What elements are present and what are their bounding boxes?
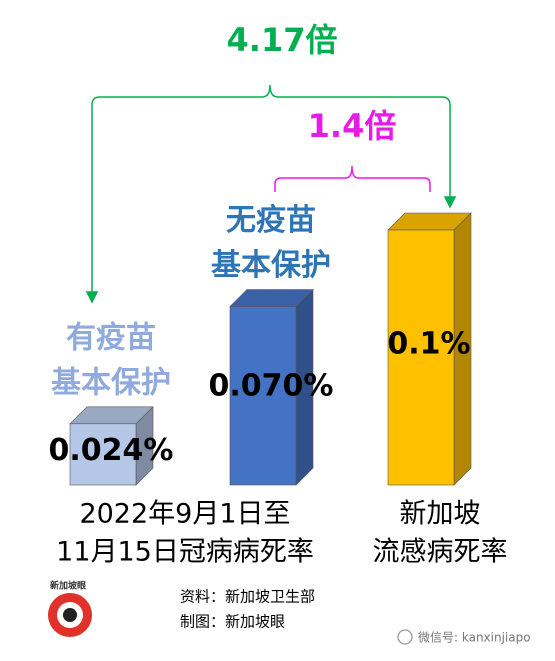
ratio-bracket [85, 84, 457, 304]
value-label: 0.070% [209, 368, 334, 403]
group-label: 2022年9月1日至 [79, 499, 290, 530]
source: 制图：新加坡眼 [180, 613, 285, 631]
bar [387, 229, 455, 486]
group-label: 新加坡 [400, 499, 481, 530]
annotation: 4.17倍 [227, 21, 338, 59]
bracket-line [91, 84, 451, 298]
group-label: 流感病死率 [373, 537, 508, 568]
wechat-icon [397, 629, 413, 645]
logo-text: 新加坡眼 [50, 580, 86, 592]
annotation: 1.4倍 [308, 107, 397, 145]
logo-pupil [63, 608, 77, 622]
bar [229, 306, 297, 486]
source: 资料：新加坡卫生部 [180, 588, 315, 606]
watermark: 微信号: kanxinjiapo [397, 629, 531, 645]
value-label: 0.024% [49, 433, 174, 468]
value-label: 0.1% [387, 326, 470, 361]
ratio-bracket [274, 165, 431, 192]
category-label: 基本保护 [51, 365, 171, 400]
group-label: 11月15日冠病病死率 [56, 537, 314, 568]
category-label: 有疫苗 [66, 320, 156, 355]
watermark-text: 微信号: kanxinjiapo [418, 631, 531, 645]
category-label: 基本保护 [211, 248, 331, 283]
category-label: 无疫苗 [226, 203, 316, 238]
bracket-arrows [85, 196, 457, 304]
logo: 新加坡眼 [48, 580, 92, 637]
bar [69, 423, 137, 486]
